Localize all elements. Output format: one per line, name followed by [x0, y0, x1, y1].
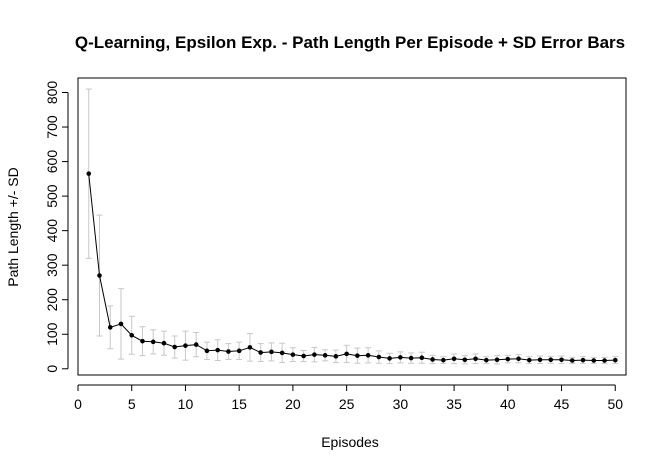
- data-point: [602, 358, 607, 363]
- data-point: [140, 338, 145, 344]
- x-tick-label: 5: [128, 396, 136, 412]
- data-points: [86, 171, 618, 363]
- y-axis-label: Path Length +/- SD: [5, 167, 21, 286]
- x-tick-label: 50: [607, 396, 623, 412]
- data-point: [580, 357, 586, 363]
- data-point: [526, 357, 532, 363]
- data-point: [430, 357, 435, 362]
- x-tick-label: 20: [285, 396, 301, 412]
- data-point: [484, 357, 489, 363]
- data-point: [355, 353, 360, 358]
- data-point: [97, 273, 102, 278]
- x-tick-label: 10: [178, 396, 194, 412]
- data-point: [537, 357, 543, 363]
- x-tick-label: 15: [231, 396, 247, 412]
- data-point: [516, 356, 521, 362]
- data-point: [548, 357, 554, 363]
- data-point: [344, 351, 349, 357]
- x-axis-label: Episodes: [321, 434, 379, 450]
- data-point: [86, 171, 92, 176]
- data-point: [312, 352, 317, 357]
- data-point: [172, 344, 178, 350]
- data-point: [322, 353, 328, 358]
- data-point: [215, 347, 220, 353]
- data-point: [569, 358, 575, 363]
- data-point: [408, 355, 414, 361]
- series-line-group: [88, 173, 616, 362]
- y-tick-label: 0: [44, 365, 60, 373]
- data-point: [258, 350, 263, 355]
- data-point: [107, 325, 113, 330]
- data-point: [301, 353, 306, 359]
- y-tick-label: 300: [44, 253, 60, 277]
- y-tick-label: 600: [44, 150, 60, 174]
- data-point: [494, 357, 500, 363]
- y-tick-label: 100: [44, 322, 60, 346]
- data-point: [279, 350, 285, 356]
- error-bars: [85, 88, 619, 365]
- data-point: [333, 354, 339, 359]
- data-point: [247, 345, 253, 350]
- data-point: [183, 343, 188, 348]
- series-line: [88, 173, 616, 362]
- data-point: [118, 321, 124, 327]
- y-tick-label: 400: [44, 219, 60, 243]
- x-tick-label: 45: [554, 396, 570, 412]
- data-point: [236, 348, 242, 354]
- data-point: [419, 355, 425, 361]
- data-point: [269, 349, 274, 355]
- x-tick-label: 25: [339, 396, 355, 412]
- x-tick-label: 35: [446, 396, 462, 412]
- chart-title: Q-Learning, Epsilon Exp. - Path Length P…: [75, 33, 625, 52]
- data-point: [462, 357, 468, 363]
- x-tick-label: 0: [74, 396, 82, 412]
- data-point: [398, 355, 403, 360]
- y-tick-label: 700: [44, 115, 60, 139]
- data-point: [473, 356, 478, 362]
- data-point: [290, 352, 296, 357]
- y-tick-label: 200: [44, 288, 60, 312]
- data-point: [591, 358, 597, 363]
- data-point: [505, 356, 511, 362]
- y-tick-label: 800: [44, 81, 60, 105]
- data-point: [441, 357, 446, 363]
- data-point: [129, 332, 135, 338]
- x-axis: 0 5 10 15 20 25 30 35 40 45 50: [74, 384, 623, 412]
- data-point: [150, 339, 156, 345]
- x-tick-label: 30: [393, 396, 409, 412]
- data-point: [226, 349, 231, 354]
- data-point: [612, 357, 618, 363]
- data-point: [559, 357, 564, 363]
- y-axis: 0 100 200 300 400 500 600 700 800: [44, 81, 69, 373]
- x-tick-label: 40: [500, 396, 516, 412]
- data-point: [376, 354, 382, 360]
- y-tick-label: 500: [44, 184, 60, 208]
- data-point: [451, 356, 457, 362]
- data-point: [161, 340, 167, 346]
- data-point: [365, 353, 371, 358]
- plot-frame: [77, 77, 627, 376]
- data-point: [204, 348, 210, 354]
- data-point: [387, 356, 392, 361]
- data-point: [193, 342, 199, 347]
